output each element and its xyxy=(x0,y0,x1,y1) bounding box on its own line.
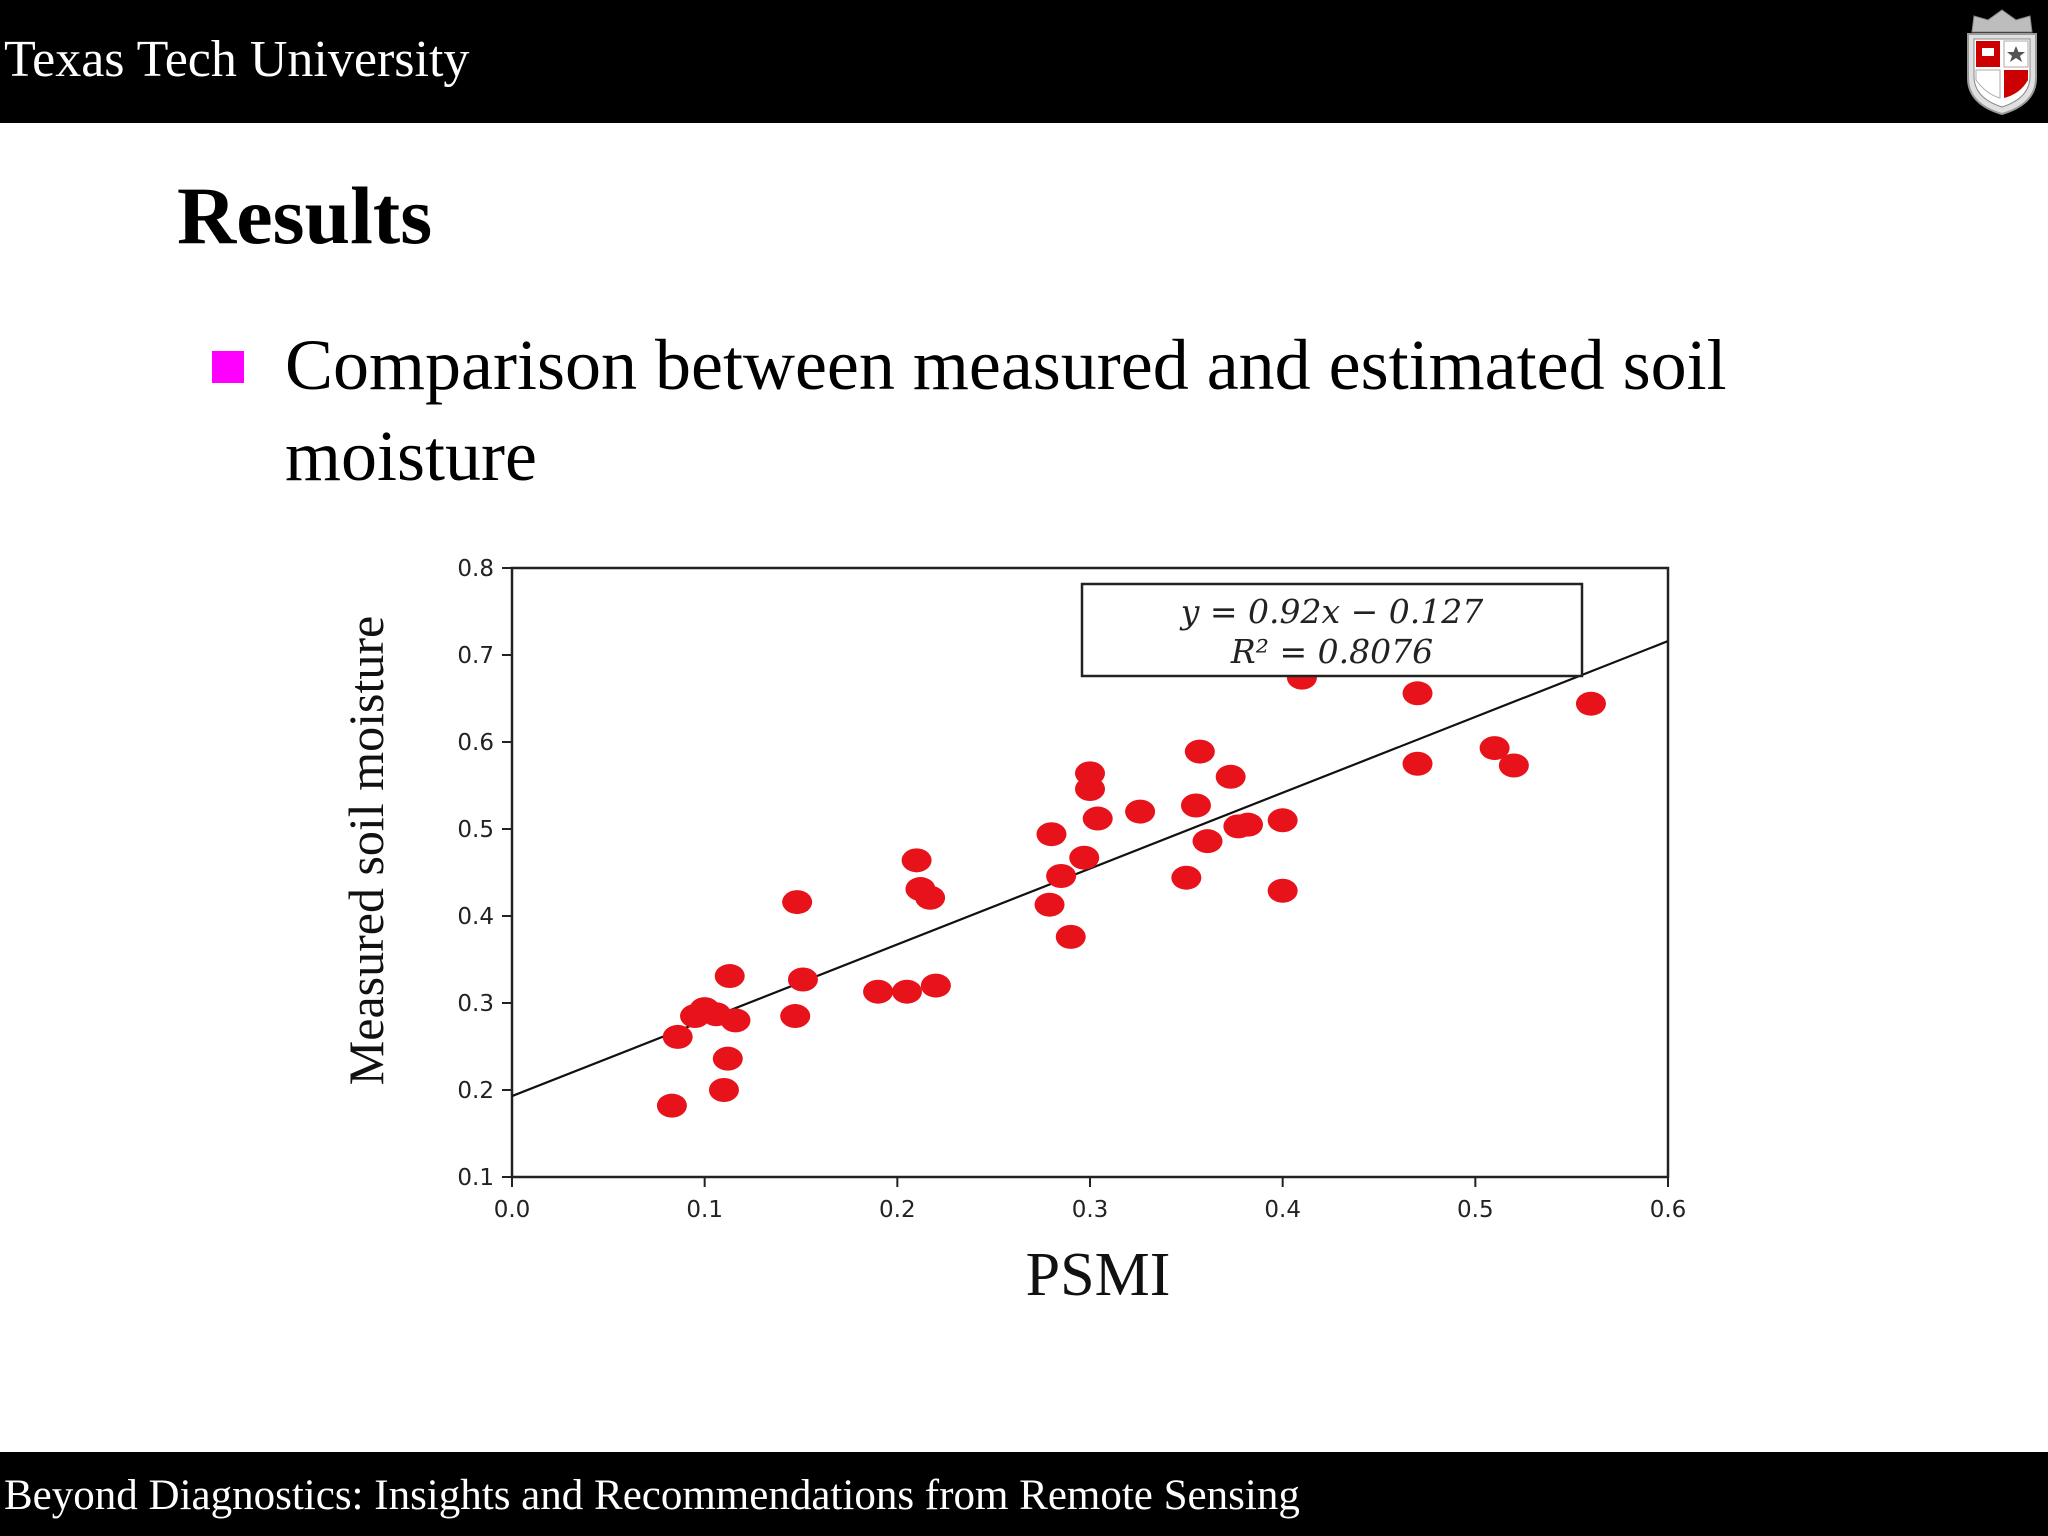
y-tick-label: 0.4 xyxy=(457,904,494,930)
data-point xyxy=(1267,878,1298,903)
data-point xyxy=(780,1004,811,1029)
data-point xyxy=(1069,845,1100,870)
y-tick-label: 0.6 xyxy=(457,730,494,756)
data-point xyxy=(712,1046,743,1071)
data-point xyxy=(1082,806,1113,831)
data-point xyxy=(915,885,946,910)
y-tick-label: 0.2 xyxy=(457,1078,494,1104)
data-point xyxy=(1180,793,1211,818)
data-point xyxy=(1215,764,1246,789)
data-point xyxy=(1125,799,1156,824)
y-tick-label: 0.5 xyxy=(457,817,494,843)
equation-box xyxy=(1080,582,1584,678)
data-point xyxy=(1402,751,1433,776)
data-point xyxy=(1036,822,1067,847)
data-point xyxy=(1192,829,1223,854)
y-tick-label: 0.8 xyxy=(457,556,494,582)
data-point xyxy=(1075,776,1105,801)
data-point xyxy=(708,1078,739,1102)
header-title: Texas Tech University xyxy=(4,31,470,88)
y-tick-label: 0.7 xyxy=(457,643,494,669)
x-tick-label: 0.4 xyxy=(1264,1197,1301,1223)
data-point xyxy=(1184,739,1215,764)
data-point xyxy=(1034,892,1065,917)
data-point xyxy=(714,964,745,989)
data-point xyxy=(656,1093,687,1118)
y-tick-label: 0.1 xyxy=(457,1165,494,1191)
data-point xyxy=(1267,808,1298,833)
data-point xyxy=(1575,691,1606,716)
bullet-text: Comparison between measured and estimate… xyxy=(285,325,1727,496)
data-point xyxy=(1171,865,1202,890)
x-tick-label: 0.6 xyxy=(1650,1197,1687,1223)
regression-equation: y = 0.92x − 0.127 xyxy=(1179,592,1483,631)
data-point xyxy=(901,848,932,873)
data-point xyxy=(1479,736,1510,761)
data-point xyxy=(662,1024,693,1049)
data-point xyxy=(920,973,951,998)
slide-title: Results xyxy=(177,170,433,261)
data-point xyxy=(1232,812,1263,837)
x-tick-label: 0.3 xyxy=(1072,1197,1109,1223)
data-point xyxy=(863,979,894,1004)
data-point xyxy=(782,890,813,915)
y-axis-label: Measured soil moisture xyxy=(338,616,394,1085)
r-squared-label: R² = 0.8076 xyxy=(1230,632,1433,671)
y-tick-label: 0.3 xyxy=(457,991,494,1017)
data-point xyxy=(1055,924,1086,949)
x-axis-label: PSMI xyxy=(1026,1241,1171,1309)
footer-bar: Beyond Diagnostics: Insights and Recomme… xyxy=(0,1452,2048,1536)
x-tick-label: 0.1 xyxy=(686,1197,723,1223)
data-point xyxy=(787,967,818,992)
footer-text: Beyond Diagnostics: Insights and Recomme… xyxy=(4,1472,1300,1519)
header-bar: Texas Tech University xyxy=(0,0,2048,123)
data-point xyxy=(1498,753,1529,778)
data-point xyxy=(720,1008,751,1033)
data-point xyxy=(891,979,922,1004)
data-point xyxy=(1402,681,1433,706)
bullet-square-icon xyxy=(212,351,244,383)
university-seal-icon xyxy=(1967,9,2037,116)
x-tick-label: 0.5 xyxy=(1457,1197,1494,1223)
x-tick-label: 0.0 xyxy=(494,1197,531,1223)
x-tick-label: 0.2 xyxy=(879,1197,916,1223)
data-point xyxy=(1046,863,1077,888)
scatter-chart: 0.0 0.1 0.2 0.3 0.4 0.5 0.60.10.20.30.40.50.60… xyxy=(338,556,1687,1309)
